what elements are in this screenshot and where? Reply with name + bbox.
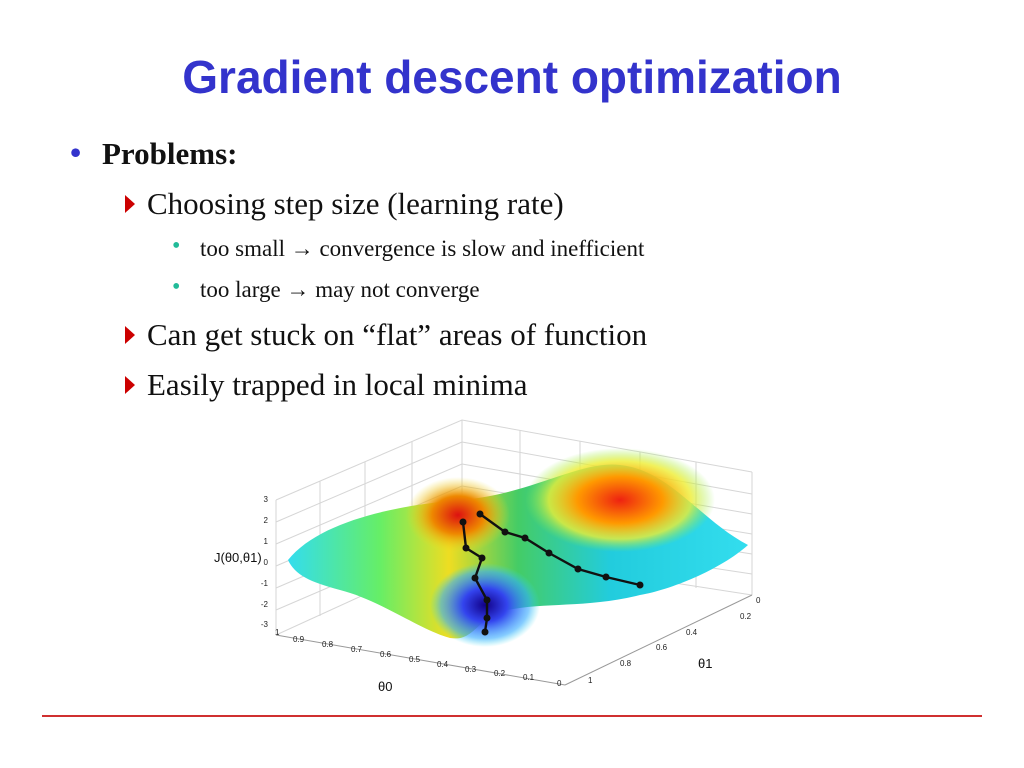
x-tick: 0.2: [494, 669, 506, 678]
bullet-problems-text: Problems:: [102, 136, 238, 171]
axes-floor: [275, 594, 753, 686]
triangle-bullet-icon: [125, 195, 135, 213]
slide-title: Gradient descent optimization: [182, 51, 842, 103]
triangle-bullet-icon: [125, 326, 135, 344]
x-tick: 0.4: [437, 660, 449, 669]
z-tick: 0: [264, 558, 269, 567]
sub-bullet-dot-icon: •: [172, 274, 181, 300]
subbullet-too-small-text: too small → convergence is slow and inef…: [200, 236, 645, 261]
footer-rule: [42, 715, 982, 717]
z-tick: 3: [264, 495, 269, 504]
z-tick: 2: [264, 516, 269, 525]
z-tick: -3: [261, 620, 269, 629]
x-tick: 0.6: [380, 650, 392, 659]
y-tick: 1: [588, 676, 593, 685]
x-axis-label: θ0: [378, 679, 392, 694]
x-tick: 0: [557, 679, 562, 688]
bullet-dot-icon: •: [70, 134, 82, 170]
descent-markers: [459, 510, 644, 636]
x-tick: 1: [275, 628, 280, 637]
y-axis-label: θ1: [698, 656, 712, 671]
subbullet-too-large-text: too large → may not converge: [200, 277, 480, 302]
x-tick: 0.3: [465, 665, 477, 674]
surface-plot-figure: 3 2 1 0 -1 -2 -3 1 0.9 0.8 0.7 0.6 0.5 0…: [214, 419, 761, 694]
bullet-flat-areas-text: Can get stuck on “flat” areas of functio…: [147, 317, 648, 352]
tick-labels: 3 2 1 0 -1 -2 -3 1 0.9 0.8 0.7 0.6 0.5 0…: [261, 495, 761, 688]
z-axis-label: J(θ0,θ1): [214, 550, 262, 565]
y-tick: 0.4: [686, 628, 698, 637]
y-tick: 0.2: [740, 612, 752, 621]
x-tick: 0.7: [351, 645, 363, 654]
sub-bullet-dot-icon: •: [172, 233, 181, 259]
z-tick: -2: [261, 600, 269, 609]
x-tick: 0.5: [409, 655, 421, 664]
z-tick: -1: [261, 579, 269, 588]
bullet-step-size-text: Choosing step size (learning rate): [147, 186, 564, 221]
y-tick: 0.6: [656, 643, 668, 652]
x-tick: 0.9: [293, 635, 305, 644]
z-tick: 1: [264, 537, 269, 546]
triangle-bullet-icon: [125, 376, 135, 394]
cost-surface: [288, 448, 748, 647]
x-tick: 0.1: [523, 673, 535, 682]
y-tick: 0.8: [620, 659, 632, 668]
bullet-local-minima-text: Easily trapped in local minima: [147, 367, 528, 402]
x-tick: 0.8: [322, 640, 334, 649]
y-tick: 0: [756, 596, 761, 605]
